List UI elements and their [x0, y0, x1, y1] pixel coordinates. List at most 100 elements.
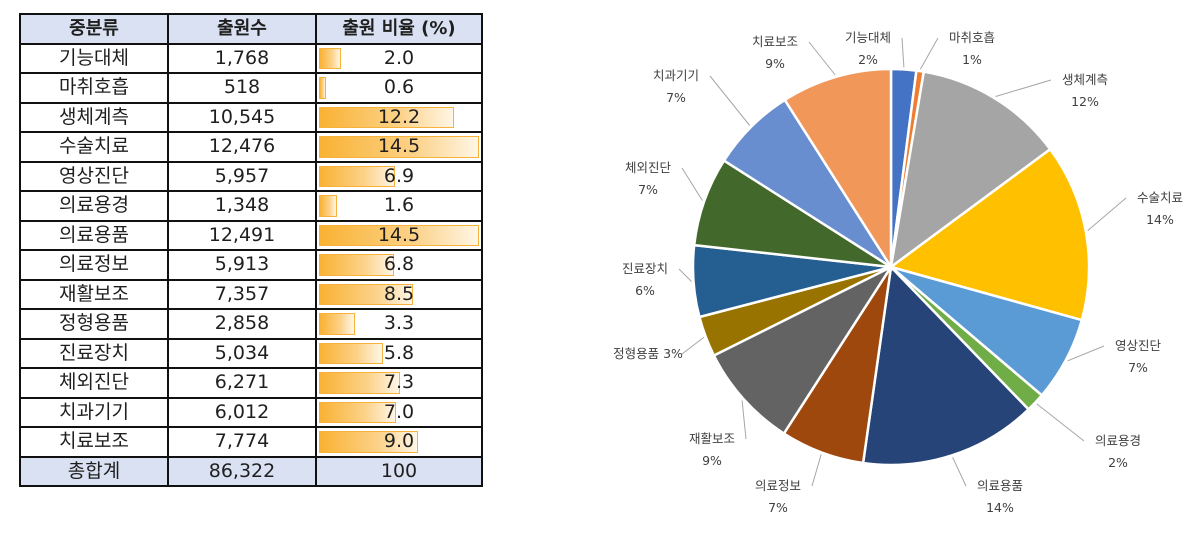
slice-label: 정형용품 3%	[613, 346, 683, 361]
total-label: 총합계	[19, 455, 169, 487]
category-cell: 수술치료	[19, 131, 169, 163]
pie-slice	[889, 70, 1052, 270]
count-cell: 1,768	[167, 42, 317, 74]
slice-label: 생체계측	[1062, 72, 1108, 87]
total-row: 총합계 86,322 100	[19, 455, 483, 487]
table-row: 치료보조 7,774 9.0	[19, 426, 483, 458]
data-bar	[319, 106, 454, 128]
data-bar	[319, 195, 337, 217]
count-cell: 5,034	[167, 337, 317, 369]
category-cell: 체외진단	[19, 367, 169, 399]
leader-line	[741, 400, 747, 440]
pie-slice	[861, 264, 1031, 467]
leader-line	[1067, 345, 1105, 362]
data-bar	[319, 254, 394, 276]
pie-slice	[712, 263, 895, 436]
leader-line	[1087, 197, 1127, 231]
ratio-value: 12.2	[377, 105, 421, 128]
leader-line	[901, 37, 905, 68]
leader-line	[995, 79, 1052, 97]
pie-slice	[783, 67, 893, 272]
slice-percent: 7%	[638, 182, 658, 197]
ratio-value: 8.5	[383, 282, 415, 305]
ratio-cell: 9.0	[315, 426, 483, 458]
slice-percent: 7%	[768, 500, 788, 515]
table-row: 의료용경 1,348 1.6	[19, 190, 483, 222]
data-bar	[319, 342, 383, 364]
leader-line	[808, 41, 836, 76]
category-cell: 기능대체	[19, 42, 169, 74]
ratio-value: 7.0	[383, 400, 415, 423]
ratio-cell: 14.5	[315, 219, 483, 251]
category-cell: 의료정보	[19, 249, 169, 281]
count-cell: 2,858	[167, 308, 317, 340]
slice-percent: 2%	[858, 52, 878, 67]
ratio-value: 6.8	[383, 253, 415, 276]
ratio-value: 9.0	[383, 430, 415, 453]
ratio-cell: 14.5	[315, 131, 483, 163]
count-cell: 5,913	[167, 249, 317, 281]
ratio-value: 14.5	[377, 135, 421, 158]
table-row: 수술치료 12,476 14.5	[19, 131, 483, 163]
ratio-cell: 6.8	[315, 249, 483, 281]
leader-line	[681, 337, 705, 355]
slice-label: 수술치료	[1137, 190, 1183, 205]
data-bar	[319, 283, 413, 305]
pie-slice	[888, 147, 1091, 322]
slice-percent: 14%	[1146, 212, 1174, 227]
table-row: 영상진단 5,957 6.9	[19, 160, 483, 192]
slice-label: 진료장치	[622, 261, 668, 276]
count-cell: 10,545	[167, 101, 317, 133]
data-bar	[319, 136, 479, 158]
ratio-value: 5.8	[383, 341, 415, 364]
category-cell: 마취호흡	[19, 72, 169, 104]
count-cell: 7,357	[167, 278, 317, 310]
slice-percent: 9%	[765, 56, 785, 71]
count-cell: 6,012	[167, 396, 317, 428]
count-cell: 12,476	[167, 131, 317, 163]
slice-label: 의료정보	[755, 478, 801, 493]
header-count: 출원수	[167, 13, 317, 45]
slice-label: 영상진단	[1115, 338, 1162, 353]
slice-label: 의료용품	[977, 478, 1023, 493]
category-cell: 생체계측	[19, 101, 169, 133]
data-bar	[319, 431, 419, 453]
ratio-cell: 8.5	[315, 278, 483, 310]
ratio-cell: 7.3	[315, 367, 483, 399]
slice-percent: 9%	[702, 453, 722, 468]
leader-line	[811, 454, 822, 487]
ratio-value: 6.9	[383, 164, 415, 187]
slice-label: 치료보조	[752, 34, 798, 49]
table-row: 진료장치 5,034 5.8	[19, 337, 483, 369]
data-bar	[319, 372, 400, 394]
count-cell: 6,271	[167, 367, 317, 399]
slice-label: 기능대체	[845, 30, 891, 45]
ratio-value: 0.6	[383, 76, 415, 99]
slice-label: 체외진단	[625, 160, 672, 175]
slice-percent: 6%	[635, 283, 655, 298]
ratio-value: 14.5	[377, 223, 421, 246]
slice-percent: 7%	[666, 90, 686, 105]
slice-percent: 2%	[1108, 455, 1128, 470]
ratio-cell: 12.2	[315, 101, 483, 133]
table-row: 체외진단 6,271 7.3	[19, 367, 483, 399]
leader-line	[1036, 403, 1085, 442]
category-cell: 치료보조	[19, 426, 169, 458]
ratio-cell: 7.0	[315, 396, 483, 428]
slice-label: 마취호흡	[949, 30, 995, 45]
slice-percent: 12%	[1071, 94, 1099, 109]
leader-line	[709, 75, 751, 126]
leader-line	[681, 167, 703, 201]
data-bar	[319, 313, 356, 335]
slice-percent: 1%	[962, 52, 982, 67]
slice-label: 치과기기	[653, 68, 699, 83]
slice-percent: 14%	[986, 500, 1014, 515]
count-cell: 12,491	[167, 219, 317, 251]
ratio-value: 1.6	[383, 194, 415, 217]
patent-table: 중분류 출원수 출원 비율 (%) 기능대체 1,768 2.0 마취호흡 518 0.6…	[19, 13, 483, 487]
count-cell: 1,348	[167, 190, 317, 222]
category-cell: 의료용경	[19, 190, 169, 222]
data-bar	[319, 165, 396, 187]
slice-label: 재활보조	[689, 431, 735, 446]
table-row: 생체계측 10,545 12.2	[19, 101, 483, 133]
